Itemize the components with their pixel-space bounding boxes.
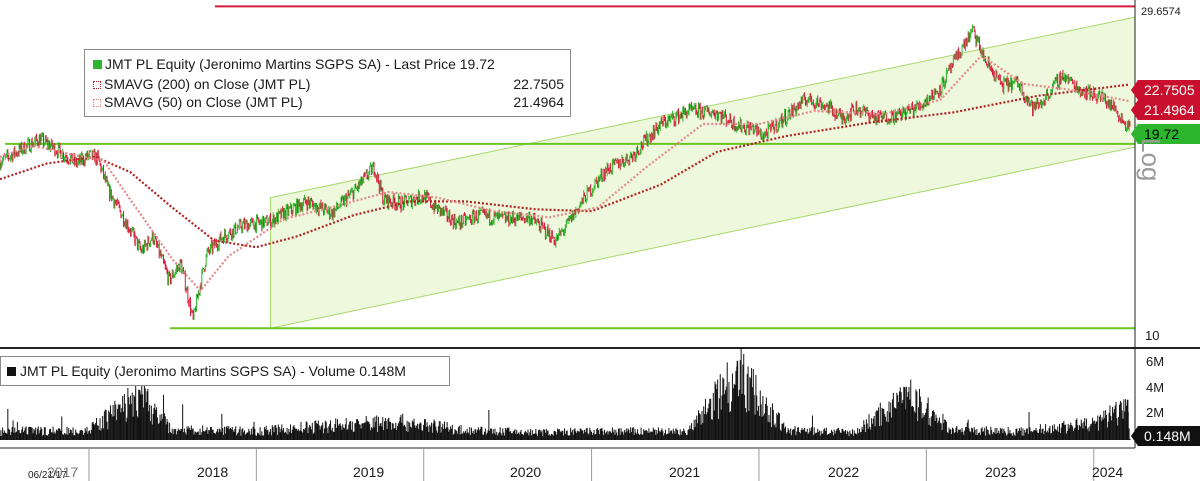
sma50-line [0, 54, 1131, 293]
volume-legend: JMT PL Equity (Jeronimo Martins SGPS SA)… [0, 356, 450, 386]
year-label-2017: 2017 [47, 464, 79, 480]
vol-tick-4m: 4M [1146, 380, 1165, 395]
log-scale-label: Log [1136, 138, 1166, 182]
legend-swatch-sma200 [93, 81, 101, 89]
tag-last-price: 19.72 [1131, 124, 1200, 144]
legend-row-price: JMT PL Equity (Jeronimo Martins SGPS SA)… [93, 56, 564, 74]
price-legend: JMT PL Equity (Jeronimo Martins SGPS SA)… [84, 49, 571, 117]
start-date-label: 06/21/17 [28, 470, 67, 481]
year-label-2021: 2021 [669, 464, 701, 480]
year-label-2020: 2020 [510, 464, 542, 480]
legend-sma200-label: SMAVG (200) on Close (JMT PL) [104, 76, 311, 92]
legend-sma50-value: 21.4964 [513, 94, 564, 110]
sma200-line [0, 83, 1131, 249]
year-label-2018: 2018 [197, 464, 229, 480]
tag-sma50: 21.4964 [1131, 100, 1200, 120]
legend-swatch-price [93, 60, 102, 69]
legend-sma50-label: SMAVG (50) on Close (JMT PL) [104, 94, 303, 110]
y-tick-10: 10 [1145, 328, 1160, 343]
year-label-2023: 2023 [985, 464, 1017, 480]
volume-legend-label: JMT PL Equity (Jeronimo Martins SGPS SA)… [20, 363, 406, 379]
vol-tick-6m: 6M [1146, 354, 1165, 369]
tag-sma200-value: 22.7505 [1144, 82, 1195, 98]
legend-row-sma50: SMAVG (50) on Close (JMT PL) 21.4964 [93, 94, 564, 112]
vol-tick-2m: 2M [1146, 405, 1165, 420]
legend-sma200-value: 22.7505 [513, 76, 564, 92]
year-label-2019: 2019 [353, 464, 385, 480]
tag-last-price-value: 19.72 [1144, 126, 1180, 142]
y-tick-top: 29.6574 [1141, 6, 1181, 18]
year-label-2024: 2024 [1092, 464, 1124, 480]
tag-volume: 0.148M [1131, 426, 1200, 446]
tag-volume-value: 0.148M [1144, 428, 1191, 444]
legend-swatch-sma50 [93, 99, 101, 107]
legend-swatch-volume [7, 367, 16, 376]
legend-price-label: JMT PL Equity (Jeronimo Martins SGPS SA)… [105, 56, 495, 72]
year-label-2022: 2022 [828, 464, 860, 480]
tag-sma200: 22.7505 [1131, 80, 1200, 100]
tag-sma50-value: 21.4964 [1144, 102, 1195, 118]
legend-row-sma200: SMAVG (200) on Close (JMT PL) 22.7505 [93, 76, 564, 94]
